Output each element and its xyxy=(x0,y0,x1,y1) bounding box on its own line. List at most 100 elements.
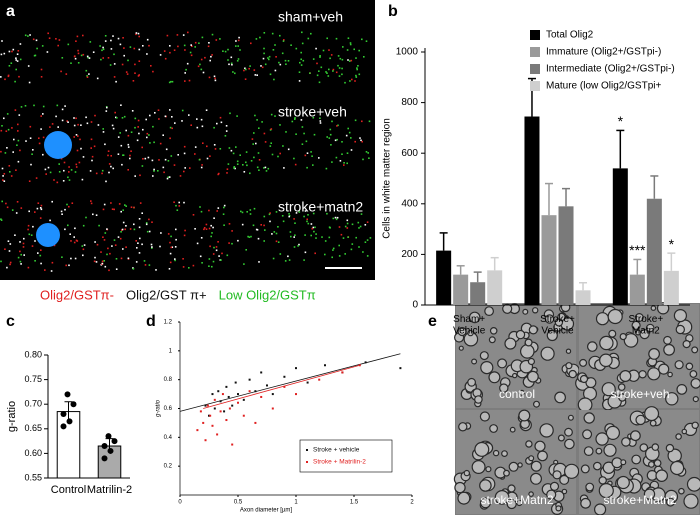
cell-dot xyxy=(358,246,360,248)
data-point xyxy=(107,447,114,454)
cell-dot xyxy=(148,218,150,221)
cell-dot xyxy=(28,233,31,236)
cell-dot xyxy=(341,141,343,143)
cell-dot xyxy=(9,243,12,245)
cell-dot xyxy=(39,207,42,209)
axon xyxy=(651,443,660,451)
cell-dot xyxy=(348,131,351,134)
data-point xyxy=(64,391,71,398)
cell-dot xyxy=(245,151,248,153)
cell-dot xyxy=(9,171,11,173)
axon xyxy=(580,464,590,474)
data-point xyxy=(306,381,309,384)
cell-dot xyxy=(68,166,70,168)
cell-dot xyxy=(24,34,27,37)
cell-dot xyxy=(236,163,239,165)
cell-dot xyxy=(312,58,315,60)
cell-dot xyxy=(182,266,185,268)
cell-dot xyxy=(249,172,251,175)
cell-dot xyxy=(250,160,253,162)
cell-dot xyxy=(0,76,2,78)
cell-dot xyxy=(251,138,254,140)
cell-dot xyxy=(74,171,77,173)
cell-dot xyxy=(350,59,353,62)
cell-dot xyxy=(75,166,78,168)
cell-dot xyxy=(343,164,345,166)
cell-dot xyxy=(127,257,130,260)
axon xyxy=(507,484,516,493)
cell-dot xyxy=(164,57,167,60)
cell-dot xyxy=(34,211,36,213)
axon xyxy=(565,362,573,370)
data-point xyxy=(237,401,239,404)
cell-dot xyxy=(169,126,172,129)
cell-dot xyxy=(210,235,212,238)
x-tick-label: Sham+ Vehicle xyxy=(453,314,486,337)
axon xyxy=(595,432,609,446)
cell-dot xyxy=(93,145,96,148)
axon xyxy=(639,329,650,340)
axon xyxy=(602,461,616,474)
cell-dot xyxy=(267,57,269,59)
cell-dot xyxy=(291,120,294,123)
y-tick-label: 0.80 xyxy=(24,349,42,359)
cell-dot xyxy=(82,248,85,251)
cell-dot xyxy=(227,163,230,165)
data-point xyxy=(208,414,210,417)
lesion-marker xyxy=(36,223,60,247)
cell-dot xyxy=(16,53,19,55)
axon xyxy=(509,426,516,433)
cell-dot xyxy=(212,260,215,263)
cell-dot xyxy=(159,142,162,145)
cell-dot xyxy=(166,177,169,180)
axon xyxy=(645,323,655,333)
cell-dot xyxy=(332,249,334,251)
cell-dot xyxy=(321,236,323,238)
cell-dot xyxy=(27,65,30,67)
y-tick-label: 600 xyxy=(401,148,418,159)
cell-dot xyxy=(95,172,98,175)
cell-dot xyxy=(134,117,137,120)
cell-dot xyxy=(311,155,313,157)
axon xyxy=(585,482,595,492)
cell-dot xyxy=(190,54,193,57)
cell-dot xyxy=(69,233,71,235)
cell-dot xyxy=(312,116,315,119)
cell-dot xyxy=(349,80,351,82)
cell-dot xyxy=(125,246,127,248)
cell-dot xyxy=(269,212,271,214)
axon xyxy=(643,488,656,500)
cell-dot xyxy=(30,163,32,166)
cell-dot xyxy=(210,55,212,58)
cell-dot xyxy=(303,259,305,261)
cell-dot xyxy=(90,138,93,141)
cell-dot xyxy=(174,258,176,260)
cell-dot xyxy=(282,40,285,42)
cell-dot xyxy=(326,212,328,215)
cell-dot xyxy=(102,208,105,211)
data-point xyxy=(237,393,239,396)
cell-dot xyxy=(297,245,299,247)
cell-dot xyxy=(4,78,6,81)
cell-dot xyxy=(274,69,277,72)
cell-dot xyxy=(91,159,93,162)
cell-dot xyxy=(102,57,104,59)
axon xyxy=(582,429,593,440)
cell-dot xyxy=(95,261,98,263)
cell-dot xyxy=(252,143,254,145)
cell-dot xyxy=(117,153,120,155)
axon xyxy=(499,383,509,393)
data-point xyxy=(105,433,112,440)
cell-dot xyxy=(227,59,229,61)
data-point xyxy=(227,395,230,398)
cell-dot xyxy=(171,80,174,83)
cell-dot xyxy=(33,104,35,107)
axon xyxy=(675,433,682,440)
cell-dot xyxy=(350,137,352,139)
cell-dot xyxy=(86,122,89,125)
cell-dot xyxy=(146,136,148,139)
cell-dot xyxy=(360,139,362,142)
axon xyxy=(583,412,595,424)
cell-dot xyxy=(32,225,34,228)
cell-dot xyxy=(267,167,270,170)
